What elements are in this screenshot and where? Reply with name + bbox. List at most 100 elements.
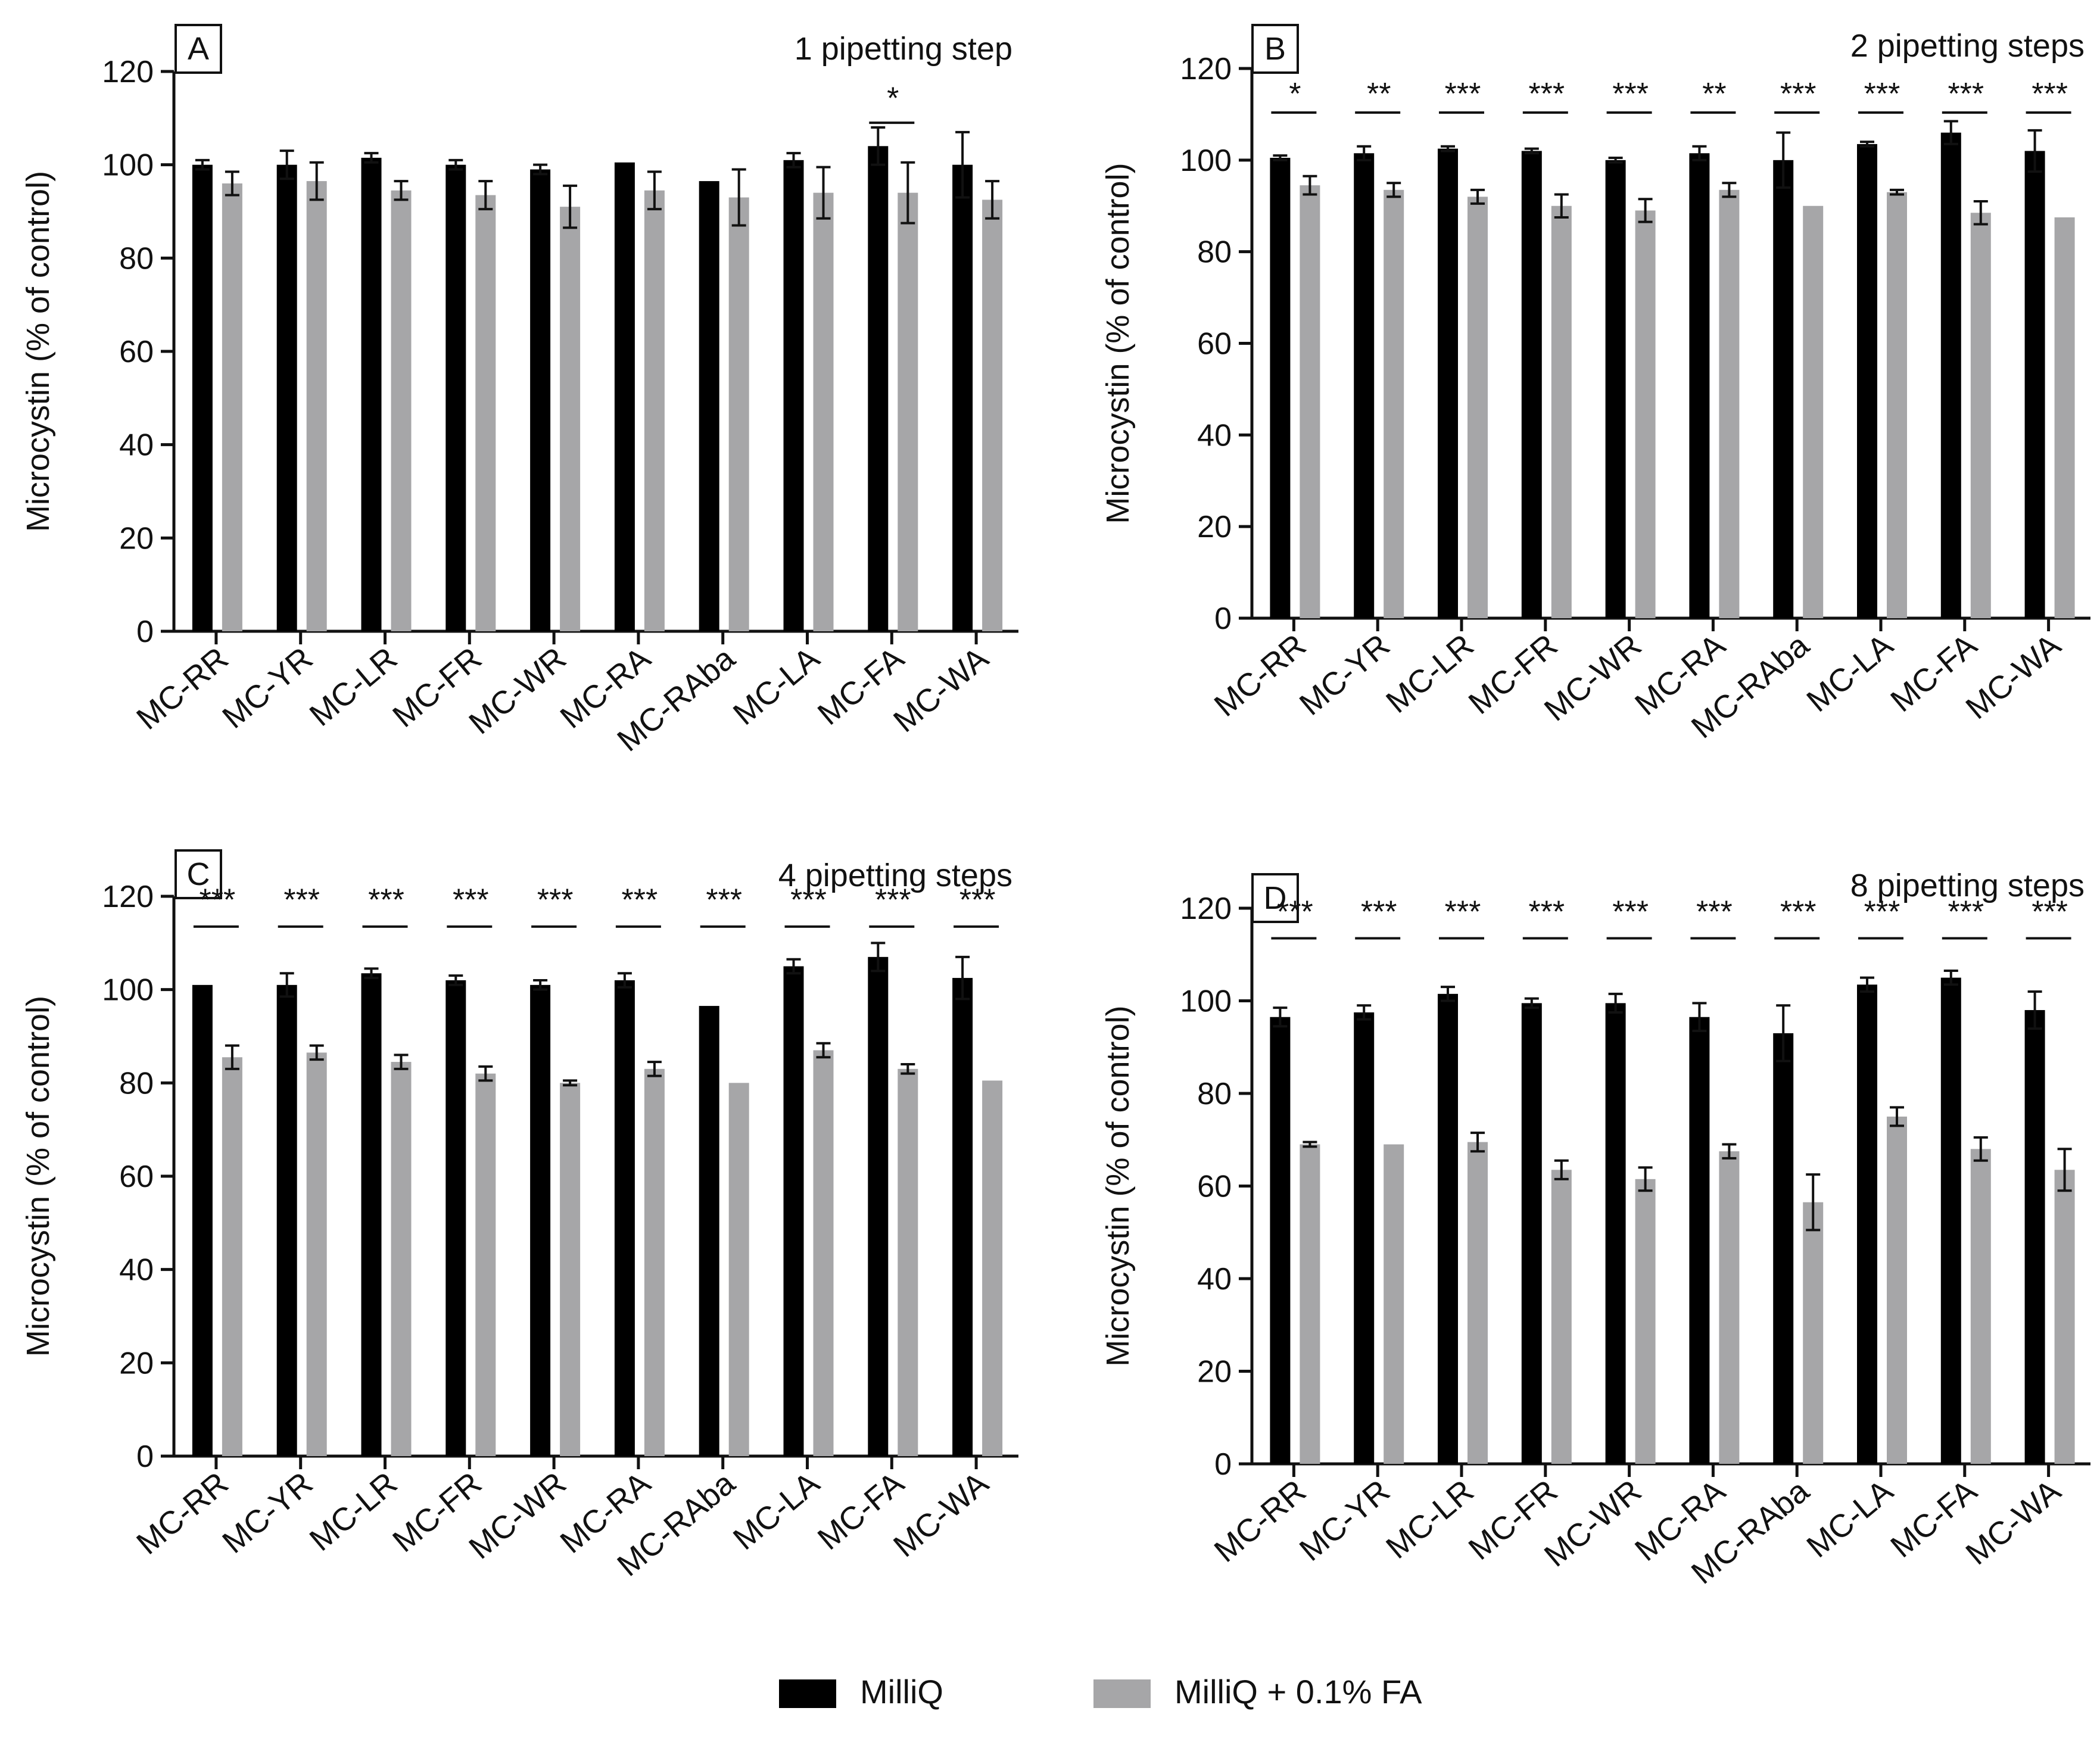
significance-marker: ***: [1780, 895, 1817, 929]
panel-title: 2 pipetting steps: [1850, 28, 2085, 64]
significance-marker: ***: [283, 883, 320, 918]
bar-milliq-mc-rr: [1270, 157, 1291, 618]
x-tick-label: MC-YR: [216, 640, 319, 736]
x-tick-label: MC-LR: [303, 640, 404, 733]
bar-milliq-mc-la: [1857, 984, 1877, 1464]
panel-letter-box: [1251, 873, 1299, 923]
legend-label-milliq-fa: MilliQ + 0.1% FA: [1174, 1673, 1422, 1710]
bar-milliq-mc-lr: [361, 973, 382, 1456]
y-tick-label: 0: [1214, 602, 1232, 636]
panel-letter: A: [188, 31, 209, 67]
significance-marker: ***: [1948, 895, 1984, 929]
bar-milliq-mc-yr: [276, 984, 297, 1456]
significance-marker: ***: [1445, 77, 1481, 111]
bar-milliq-fa-mc-ra: [644, 190, 665, 631]
y-tick-label: 120: [1180, 892, 1232, 926]
bar-milliq-fa-mc-yr: [306, 181, 327, 631]
significance-marker: ***: [790, 883, 827, 918]
significance-marker: **: [1702, 77, 1726, 111]
y-tick-label: 40: [1197, 418, 1232, 453]
bar-milliq-mc-wa: [2024, 151, 2045, 618]
bar-milliq-fa-mc-la: [813, 1050, 834, 1456]
y-tick-label: 100: [102, 973, 154, 1008]
significance-marker: ***: [2032, 77, 2068, 111]
panel-title: 8 pipetting steps: [1850, 868, 2085, 903]
x-tick-label: MC-YR: [1293, 627, 1397, 722]
x-tick-label: MC-WA: [887, 1465, 995, 1564]
significance-marker: ***: [200, 883, 236, 918]
panel-letter-box: [175, 24, 222, 74]
y-tick-label: 0: [136, 1439, 154, 1474]
x-tick-label: MC-WR: [1538, 1473, 1649, 1573]
bar-milliq-mc-wr: [530, 169, 551, 631]
bar-milliq-fa-mc-rr: [1300, 185, 1320, 618]
bar-milliq-fa-mc-rr: [1300, 1144, 1320, 1464]
y-tick-label: 60: [1197, 327, 1232, 361]
significance-marker: *: [887, 82, 899, 116]
bar-milliq-fa-mc-yr: [1384, 189, 1404, 618]
bar-milliq-fa-mc-lr: [391, 1062, 412, 1456]
chart-panel-a: 0 20 40 60 80 100 120 Microcystin (% of control…: [20, 24, 1018, 759]
x-tick-label: MC-WA: [1959, 627, 2068, 726]
bar-milliq-fa-mc-wr: [1635, 1179, 1656, 1464]
bar-milliq-mc-fr: [445, 980, 466, 1456]
significance-marker: ***: [1612, 895, 1649, 929]
significance-marker: ***: [368, 883, 404, 918]
y-tick-label: 0: [136, 615, 154, 649]
panel-title: 1 pipetting step: [794, 31, 1012, 67]
y-axis-title: Microcystin (% of control): [1100, 1005, 1136, 1366]
bar-milliq-fa-mc-raba: [1803, 1202, 1824, 1464]
bar-milliq-mc-lr: [1438, 148, 1458, 618]
significance-marker: ***: [1948, 77, 1984, 111]
bar-milliq-mc-la: [783, 966, 804, 1456]
bar-milliq-fa-mc-ra: [1719, 1151, 1740, 1464]
bar-milliq-mc-fr: [1521, 151, 1542, 618]
bar-milliq-fa-mc-fr: [475, 1073, 496, 1456]
x-tick-label: MC-RR: [1208, 627, 1313, 724]
bar-milliq-mc-wa: [2024, 1010, 2045, 1464]
bar-milliq-mc-fr: [1521, 1003, 1542, 1464]
panel-letter-box: [175, 849, 222, 899]
significance-marker: ***: [2032, 895, 2068, 929]
y-tick-label: 60: [119, 1160, 154, 1194]
bar-milliq-mc-rr: [192, 164, 213, 632]
significance-marker: ***: [1528, 77, 1565, 111]
significance-marker: ***: [1445, 895, 1481, 929]
bar-milliq-fa-mc-fr: [1551, 1170, 1572, 1464]
bar-milliq-fa-mc-rr: [222, 1057, 242, 1456]
x-tick-label: MC-LA: [727, 1465, 826, 1557]
bar-milliq-mc-ra: [614, 162, 635, 631]
bar-milliq-mc-ra: [614, 980, 635, 1456]
bar-milliq-mc-yr: [1354, 1012, 1375, 1464]
bar-milliq-fa-mc-raba: [728, 1083, 749, 1456]
panel-letter: C: [187, 856, 210, 892]
bar-milliq-mc-rr: [1270, 1017, 1291, 1464]
legend-swatch-milliq-fa: [1093, 1679, 1151, 1708]
x-tick-label: MC-LA: [727, 640, 826, 732]
y-tick-label: 80: [1197, 235, 1232, 270]
y-tick-label: 80: [119, 241, 154, 276]
x-tick-label: MC-WR: [462, 640, 573, 741]
bar-milliq-fa-mc-wr: [1635, 210, 1656, 619]
bar-milliq-fa-mc-wa: [982, 200, 1003, 632]
x-tick-label: MC-LA: [1800, 1473, 1899, 1565]
bar-milliq-mc-fa: [1940, 132, 1961, 618]
chart-panel-b: 0 20 40 60 80 100 120 Microcystin (% of control…: [1100, 24, 2090, 746]
bar-milliq-mc-lr: [1438, 993, 1458, 1464]
bar-milliq-fa-mc-raba: [728, 197, 749, 631]
bar-milliq-fa-mc-la: [1887, 1116, 1907, 1464]
chart-panel-d: 0 20 40 60 80 100 120 Microcystin (% of control…: [1100, 868, 2090, 1591]
significance-marker: ***: [1612, 77, 1649, 111]
y-tick-label: 20: [119, 521, 154, 556]
y-tick-label: 80: [1197, 1077, 1232, 1111]
significance-marker: ***: [706, 883, 742, 918]
y-tick-label: 60: [1197, 1170, 1232, 1204]
bar-milliq-fa-mc-fr: [475, 195, 496, 631]
x-tick-label: MC-LA: [1800, 627, 1899, 719]
significance-marker: **: [1367, 77, 1391, 111]
bar-milliq-mc-fa: [868, 146, 889, 632]
x-tick-label: MC-WA: [887, 640, 995, 739]
legend-swatch-milliq: [779, 1679, 836, 1708]
bar-milliq-fa-mc-ra: [1719, 189, 1740, 618]
bar-milliq-mc-wa: [952, 164, 973, 632]
